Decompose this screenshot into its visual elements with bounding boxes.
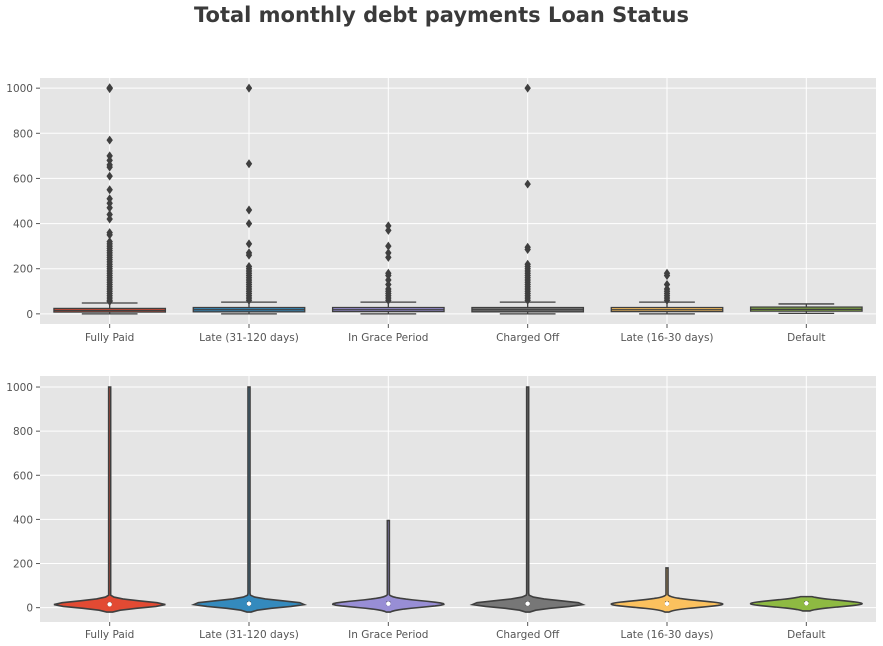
outlier-point [524, 179, 531, 189]
y-tick-label: 0 [26, 309, 33, 321]
x-tick-label: In Grace Period [348, 629, 428, 641]
outlier-point [106, 185, 113, 195]
violin-body [469, 386, 586, 613]
outlier-point [385, 270, 392, 280]
x-tick-label: Late (16-30 days) [620, 332, 713, 344]
outlier-point [106, 210, 113, 220]
y-tick-label: 1000 [6, 83, 33, 95]
violin-body [190, 386, 308, 613]
x-tick-label: Fully Paid [85, 629, 134, 641]
outlier-point [663, 295, 671, 305]
violin-median-dot [804, 601, 809, 606]
outlier-point [245, 295, 253, 305]
outlier-point [245, 83, 253, 93]
y-tick-label: 600 [13, 470, 33, 482]
outlier-point [385, 248, 392, 258]
outlier-point [245, 219, 253, 229]
x-tick-label: Charged Off [496, 629, 560, 641]
violin-body [53, 386, 166, 613]
y-tick-label: 0 [26, 603, 33, 615]
y-tick-label: 600 [13, 173, 33, 185]
y-tick-label: 1000 [6, 382, 33, 394]
box-5 [610, 268, 724, 315]
outlier-point [385, 295, 392, 305]
outlier-point [106, 162, 113, 172]
violin-3 [331, 519, 445, 613]
violin-body [610, 567, 724, 613]
outlier-point [106, 194, 113, 204]
outlier-point [106, 171, 113, 181]
outlier-point [106, 296, 113, 306]
outlier-point [385, 252, 392, 262]
x-tick-label: Late (31-120 days) [199, 629, 299, 641]
y-tick-label: 200 [13, 559, 33, 571]
box-2 [192, 83, 306, 315]
outlier-point [106, 214, 113, 224]
outlier-point [106, 84, 113, 94]
violin-median-dot [525, 601, 530, 606]
plot-area [40, 78, 876, 324]
y-tick-label: 800 [13, 426, 33, 438]
outlier-point [663, 270, 671, 280]
outlier-point [663, 280, 671, 289]
x-tick-label: Late (31-120 days) [199, 332, 299, 344]
outlier-point [524, 295, 531, 305]
violin-median-dot [246, 601, 252, 606]
outlier-point [106, 230, 113, 240]
chart-title: Total monthly debt payments Loan Status [194, 3, 689, 27]
outlier-point [385, 241, 392, 251]
outlier-point [245, 250, 253, 260]
y-tick-label: 800 [13, 128, 33, 140]
plot-area [40, 376, 876, 622]
outlier-point [524, 83, 531, 93]
box-4 [471, 83, 585, 315]
outlier-point [524, 245, 531, 255]
box-3 [331, 221, 445, 315]
x-tick-label: Default [787, 629, 825, 641]
outlier-point [385, 225, 392, 235]
outlier-point [106, 155, 113, 165]
outlier-point [385, 275, 392, 285]
x-tick-label: Late (16-30 days) [620, 629, 713, 641]
y-tick-label: 400 [13, 219, 33, 231]
violin-1 [53, 386, 166, 613]
outlier-point [106, 203, 113, 213]
violin-median-dot [386, 601, 391, 606]
outlier-point [245, 159, 253, 169]
violin-plot-panel: 0 200 400 600 800 1000 Fully Paid Late (31-120 … [6, 376, 876, 641]
y-tick-label: 400 [13, 514, 33, 526]
outlier-point [245, 205, 253, 215]
outlier-point [385, 221, 392, 231]
violin-median-dot [107, 602, 112, 607]
x-tick-label: Fully Paid [85, 332, 134, 344]
violin-5 [610, 567, 724, 613]
y-tick-label: 200 [13, 264, 33, 276]
box-1 [53, 83, 167, 315]
violin-body [331, 519, 445, 613]
outlier-point [245, 239, 253, 249]
box-6 [749, 303, 863, 315]
outlier-point [106, 151, 113, 161]
violin-2 [190, 386, 308, 613]
box-plot-panel: 0 200 400 600 800 1000 Fully Paid Late (31-120 … [6, 78, 876, 344]
x-tick-label: Charged Off [496, 332, 560, 344]
violin-6 [749, 595, 863, 612]
outlier-point [385, 280, 392, 289]
violin-4 [469, 386, 586, 613]
outlier-point [106, 135, 113, 145]
violin-median-dot [664, 601, 670, 606]
outlier-point [106, 198, 113, 208]
x-tick-label: Default [787, 332, 825, 344]
x-tick-label: In Grace Period [348, 332, 428, 344]
